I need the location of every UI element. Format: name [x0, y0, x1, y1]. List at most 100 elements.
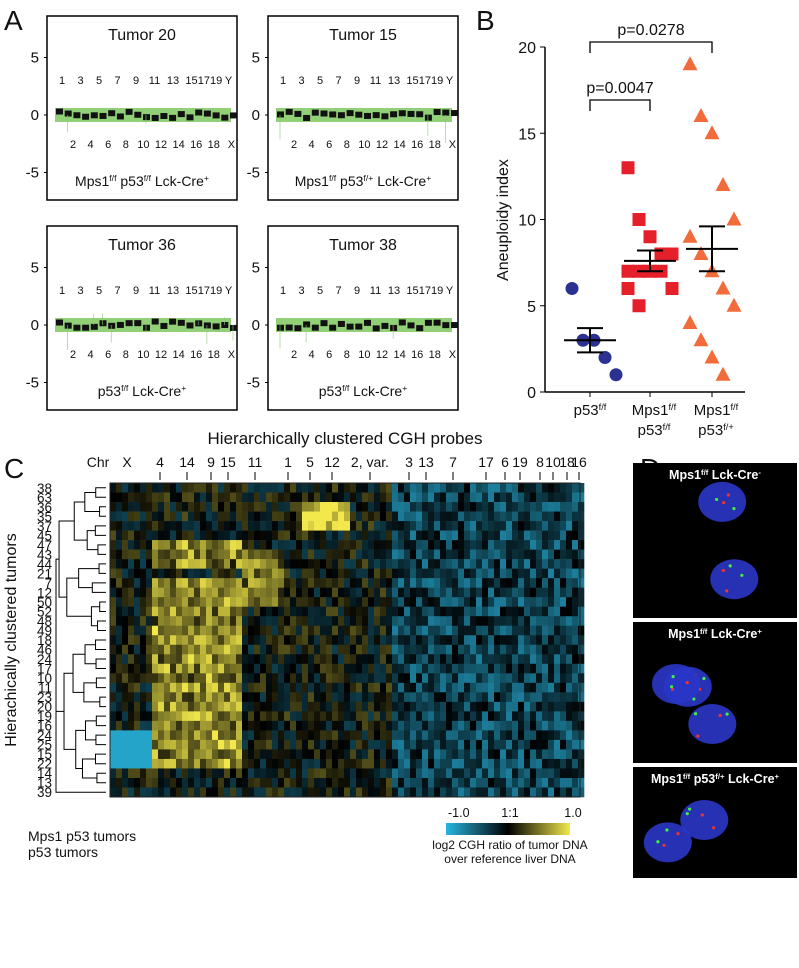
heatmap-cell: [548, 749, 555, 760]
heatmap-cell: [362, 720, 369, 731]
dendrogram-branch: [96, 772, 106, 784]
heatmap-cell: [482, 606, 489, 617]
heatmap-cell: [356, 692, 363, 703]
heatmap-cell: [302, 682, 309, 693]
heatmap-cell: [488, 720, 495, 731]
heatmap-cell: [548, 720, 555, 731]
heatmap-cell: [356, 606, 363, 617]
heatmap-cell: [344, 663, 351, 674]
heatmap-cell: [152, 597, 159, 607]
heatmap-cell: [278, 787, 285, 798]
heatmap-cell: [548, 540, 555, 550]
heatmap-cell: [308, 787, 315, 798]
heatmap-cell: [434, 701, 441, 712]
heatmap-cell: [170, 711, 177, 722]
heatmap-cell: [254, 692, 261, 703]
heatmap-cell: [434, 720, 441, 731]
heatmap-cell: [260, 692, 267, 703]
heatmap-cell: [128, 682, 135, 693]
heatmap-cell: [200, 530, 207, 541]
segment: [311, 324, 319, 331]
heatmap-cell: [182, 625, 189, 636]
heatmap-cell: [188, 787, 195, 798]
heatmap-cell: [374, 492, 381, 503]
heatmap-cell: [230, 749, 237, 760]
dendrogram-branch: [84, 492, 100, 513]
heatmap-cell: [410, 673, 417, 684]
heatmap-cell: [206, 701, 213, 712]
heatmap-cell: [506, 549, 513, 560]
heatmap-cell: [218, 597, 225, 607]
chromosome-label: 9: [354, 75, 360, 87]
heatmap-cell: [374, 768, 381, 779]
heatmap-cell: [212, 749, 219, 760]
heatmap-cell: [458, 511, 465, 522]
heatmap-cell: [494, 749, 501, 760]
segment: [160, 113, 168, 120]
heatmap-cell: [434, 711, 441, 722]
heatmap-cell: [134, 635, 141, 646]
heatmap-cell: [482, 568, 489, 579]
heatmap-cell: [284, 654, 291, 665]
heatmap-cell: [206, 521, 213, 531]
heatmap-cell: [476, 673, 483, 684]
heatmap-cell: [230, 511, 237, 522]
column-label: 8: [536, 454, 544, 470]
heatmap-cell: [386, 711, 393, 722]
heatmap-cell: [152, 692, 159, 703]
heatmap-cell: [182, 758, 189, 769]
heatmap-cell: [344, 749, 351, 760]
heatmap-cell: [248, 568, 255, 579]
heatmap-cell: [386, 587, 393, 598]
heatmap-cell: [182, 597, 189, 607]
heatmap-cell: [488, 511, 495, 522]
heatmap-cell: [152, 483, 159, 493]
heatmap-cell: [488, 587, 495, 598]
heatmap-cell: [458, 483, 465, 493]
heatmap-cell: [368, 758, 375, 769]
heatmap-cell: [152, 758, 159, 769]
heatmap-cell: [344, 673, 351, 684]
heatmap-cell: [146, 606, 153, 617]
heatmap-cell: [374, 597, 381, 607]
heatmap-cell: [248, 673, 255, 684]
heatmap-cell: [326, 692, 333, 703]
segment: [82, 324, 90, 331]
heatmap-cell: [500, 530, 507, 541]
heatmap-cell: [434, 644, 441, 655]
heatmap-cell: [110, 616, 117, 627]
heatmap-cell: [332, 511, 339, 522]
segment: [56, 108, 63, 115]
heatmap-cell: [392, 578, 399, 588]
heatmap-cell: [188, 492, 195, 503]
heatmap-cell: [332, 739, 339, 750]
heatmap-cell: [416, 768, 423, 779]
heatmap-cell: [182, 568, 189, 579]
heatmap-cell: [428, 730, 435, 741]
heatmap-cell: [566, 578, 573, 588]
heatmap-cell: [416, 635, 423, 646]
segment: [329, 111, 337, 118]
heatmap-cell: [212, 730, 219, 741]
heatmap-cell: [356, 625, 363, 636]
heatmap-cell: [350, 521, 357, 531]
heatmap-cell: [266, 673, 273, 684]
heatmap-cell: [380, 616, 387, 627]
heatmap-cell: [338, 730, 345, 741]
y-tick-label: 5: [527, 299, 536, 316]
heatmap-cell: [530, 711, 537, 722]
heatmap-cell: [470, 758, 477, 769]
heatmap-cell: [572, 758, 579, 769]
heatmap-cell: [380, 635, 387, 646]
heatmap-cell: [218, 682, 225, 693]
heatmap-cell: [374, 511, 381, 522]
heatmap-cell: [398, 502, 405, 512]
heatmap-cell: [152, 644, 159, 655]
heatmap-cell: [248, 597, 255, 607]
column-label: X: [122, 454, 132, 470]
heatmap-cell: [128, 787, 135, 798]
heatmap-cell: [224, 673, 231, 684]
heatmap-cell: [446, 644, 453, 655]
heatmap-cell: [554, 682, 561, 693]
text-part: p53: [98, 383, 122, 399]
